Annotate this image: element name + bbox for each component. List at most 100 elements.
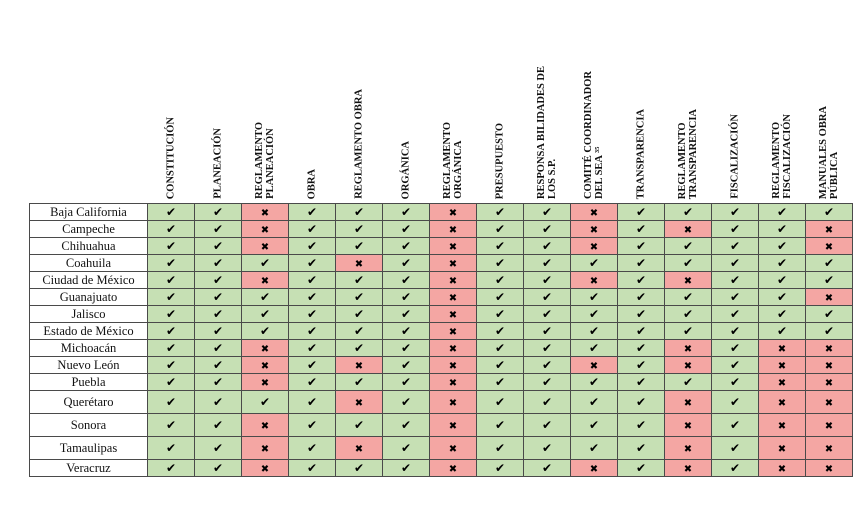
checkmark-icon: ✔ — [494, 222, 506, 236]
checkmark-icon: ✔ — [541, 395, 553, 409]
column-header: REGLAMENTO OBRA — [335, 0, 383, 204]
check-cell: ✔ — [194, 271, 242, 289]
state-name: Michoacán — [29, 339, 148, 357]
state-name: Puebla — [29, 373, 148, 391]
cross-icon: ✖ — [589, 276, 599, 287]
checkmark-icon: ✔ — [306, 205, 318, 219]
column-header-label: RESPONSA BILIDADES DE LOS S.P. — [536, 65, 558, 199]
cross-icon: ✖ — [260, 242, 270, 253]
check-cell: ✔ — [617, 237, 665, 255]
check-cell: ✔ — [617, 271, 665, 289]
cross-cell: ✖ — [805, 237, 853, 255]
table-row: Nuevo León ✔ ✔ ✖ ✔ ✖ ✔ ✖ ✔ ✔ ✖ ✔ ✖ ✔ ✖ ✖ — [29, 356, 853, 374]
check-cell: ✔ — [147, 237, 195, 255]
checkmark-icon: ✔ — [635, 290, 647, 304]
checkmark-icon: ✔ — [776, 222, 788, 236]
checkmark-icon: ✔ — [306, 358, 318, 372]
state-name: Ciudad de México — [29, 271, 148, 289]
check-cell: ✔ — [147, 413, 195, 437]
state-name: Baja California — [29, 203, 148, 221]
checkmark-icon: ✔ — [494, 273, 506, 287]
cross-icon: ✖ — [260, 276, 270, 287]
checkmark-icon: ✔ — [400, 290, 412, 304]
check-cell: ✔ — [617, 459, 665, 477]
check-cell: ✔ — [335, 271, 383, 289]
check-cell: ✔ — [523, 390, 571, 414]
checkmark-icon: ✔ — [682, 239, 694, 253]
cross-cell: ✖ — [429, 271, 477, 289]
cross-cell: ✖ — [805, 288, 853, 306]
state-name: Sonora — [29, 413, 148, 437]
checkmark-icon: ✔ — [400, 307, 412, 321]
column-header: PLANEACIÓN — [194, 0, 242, 204]
cross-cell: ✖ — [241, 373, 289, 391]
column-header-label: ORGÁNICA — [400, 140, 412, 199]
checkmark-icon: ✔ — [635, 324, 647, 338]
check-cell: ✔ — [288, 254, 336, 272]
cross-icon: ✖ — [354, 361, 364, 372]
cross-cell: ✖ — [758, 339, 806, 357]
check-cell: ✔ — [476, 288, 524, 306]
checkmark-icon: ✔ — [541, 461, 553, 475]
check-cell: ✔ — [617, 373, 665, 391]
cross-icon: ✖ — [448, 398, 458, 409]
checkmark-icon: ✔ — [165, 418, 177, 432]
check-cell: ✔ — [711, 322, 759, 340]
checkmark-icon: ✔ — [541, 375, 553, 389]
column-header: FISCALIZACIÓN — [711, 0, 759, 204]
check-cell: ✔ — [288, 203, 336, 221]
check-cell: ✔ — [570, 305, 618, 323]
cross-icon: ✖ — [824, 464, 834, 475]
check-cell: ✔ — [617, 413, 665, 437]
cross-cell: ✖ — [241, 436, 289, 460]
cross-icon: ✖ — [448, 310, 458, 321]
table-row: Michoacán ✔ ✔ ✖ ✔ ✔ ✔ ✖ ✔ ✔ ✔ ✔ ✖ ✔ ✖ ✖ — [29, 339, 853, 357]
cross-cell: ✖ — [429, 413, 477, 437]
cross-icon: ✖ — [260, 444, 270, 455]
cross-cell: ✖ — [664, 220, 712, 238]
cross-icon: ✖ — [683, 344, 693, 355]
check-cell: ✔ — [617, 322, 665, 340]
checkmark-icon: ✔ — [541, 358, 553, 372]
cross-cell: ✖ — [335, 356, 383, 374]
cross-icon: ✖ — [824, 242, 834, 253]
cross-cell: ✖ — [805, 459, 853, 477]
check-cell: ✔ — [147, 373, 195, 391]
check-cell: ✔ — [523, 254, 571, 272]
check-cell: ✔ — [335, 288, 383, 306]
cross-cell: ✖ — [758, 390, 806, 414]
column-header-label: COMITÉ COORDINADOR DEL SEA ³⁵ — [583, 70, 605, 199]
checkmark-icon: ✔ — [635, 205, 647, 219]
cross-cell: ✖ — [664, 413, 712, 437]
checkmark-icon: ✔ — [494, 418, 506, 432]
check-cell: ✔ — [476, 339, 524, 357]
checkmark-icon: ✔ — [259, 290, 271, 304]
check-cell: ✔ — [570, 436, 618, 460]
check-cell: ✔ — [476, 271, 524, 289]
checkmark-icon: ✔ — [400, 256, 412, 270]
check-cell: ✔ — [617, 305, 665, 323]
check-cell: ✔ — [711, 459, 759, 477]
check-cell: ✔ — [194, 459, 242, 477]
state-name: Guanajuato — [29, 288, 148, 306]
cross-cell: ✖ — [805, 373, 853, 391]
check-cell: ✔ — [147, 271, 195, 289]
cross-cell: ✖ — [241, 356, 289, 374]
checkmark-icon: ✔ — [635, 375, 647, 389]
checkmark-icon: ✔ — [823, 307, 835, 321]
check-cell: ✔ — [476, 390, 524, 414]
check-cell: ✔ — [382, 220, 430, 238]
check-cell: ✔ — [570, 254, 618, 272]
cross-cell: ✖ — [805, 220, 853, 238]
cross-cell: ✖ — [570, 356, 618, 374]
checkmark-icon: ✔ — [212, 222, 224, 236]
cross-icon: ✖ — [824, 444, 834, 455]
cross-cell: ✖ — [805, 356, 853, 374]
checkmark-icon: ✔ — [729, 461, 741, 475]
checkmark-icon: ✔ — [729, 239, 741, 253]
cross-cell: ✖ — [429, 237, 477, 255]
check-cell: ✔ — [523, 413, 571, 437]
check-cell: ✔ — [476, 413, 524, 437]
checkmark-icon: ✔ — [212, 290, 224, 304]
checkmark-icon: ✔ — [635, 418, 647, 432]
